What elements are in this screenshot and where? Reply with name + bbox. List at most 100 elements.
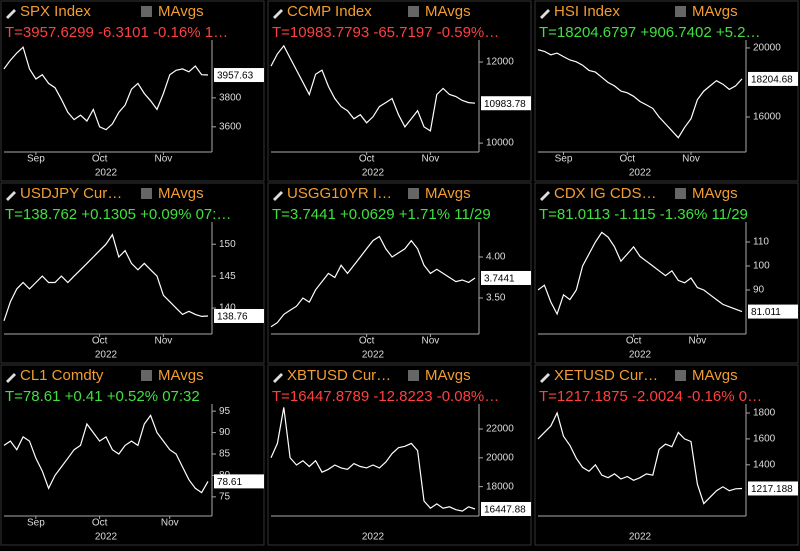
y-tick-label: 3.50 [486, 293, 506, 304]
y-tick-label: 75 [219, 491, 231, 502]
panel-border [534, 182, 799, 364]
panel-border [534, 364, 799, 546]
y-tick-label: 3800 [219, 93, 242, 104]
panel-border [534, 0, 799, 182]
x-tick-label: Nov [421, 154, 439, 165]
panel-border [267, 0, 532, 182]
panel: HSI Index MAvgs T=18204.6797 +906.7402 +5.… [534, 0, 799, 182]
stats: T=10983.7793 -65.7197 -0.59%… [272, 24, 499, 41]
stats: T=1217.1875 -2.0024 -0.16% 0… [539, 388, 762, 405]
last-value-box [481, 270, 531, 285]
chart-title: USGG10YR I… [287, 185, 392, 202]
y-tick-label: 1600 [753, 434, 776, 445]
chart-title: CCMP Index [287, 3, 372, 20]
x-tick-label: Sep [555, 154, 573, 165]
x-tick-label: Nov [688, 336, 706, 347]
price-line [270, 44, 476, 132]
legend-label: MAvgs [692, 3, 738, 20]
y-tick-label: 1400 [753, 459, 776, 470]
x-tick-label: Nov [161, 518, 179, 529]
y-tick-label: 12000 [486, 57, 514, 68]
legend-label: MAvgs [425, 367, 471, 384]
legend-label: MAvgs [425, 3, 471, 20]
pencil-icon [273, 9, 283, 19]
last-value-label: 78.61 [217, 477, 242, 488]
price-line [3, 46, 209, 131]
y-tick-label: 145 [219, 271, 236, 282]
y-tick-label: 20000 [753, 43, 781, 54]
legend-label: MAvgs [158, 367, 204, 384]
pencil-icon [540, 373, 550, 383]
panel: USDJPY Cur… MAvgs T=138.762 +0.1305 +0.09%… [0, 182, 265, 364]
x-tick-label: Oct [359, 336, 375, 347]
pencil-icon [540, 9, 550, 19]
panel-border [0, 364, 265, 546]
legend-swatch [141, 6, 152, 17]
x-axis-label: 2022 [362, 532, 385, 543]
x-axis-label: 2022 [362, 350, 385, 361]
pencil-icon [273, 191, 283, 201]
stats: T=138.762 +0.1305 +0.09% 07:… [5, 206, 231, 223]
last-value-label: 3957.63 [217, 71, 254, 82]
last-value-box [481, 96, 531, 111]
y-tick-label: 3600 [219, 121, 242, 132]
last-value-label: 138.76 [217, 312, 248, 323]
x-tick-label: Nov [682, 154, 700, 165]
x-axis-label: 2022 [95, 532, 118, 543]
panel: USGG10YR I… MAvgs T=3.7441 +0.0629 +1.71% … [267, 182, 532, 364]
chart-title: HSI Index [554, 3, 620, 20]
price-line [270, 235, 476, 328]
x-tick-label: Sep [27, 154, 45, 165]
y-tick-label: 16000 [753, 112, 781, 123]
last-value-label: 18204.68 [751, 75, 793, 86]
legend-swatch [408, 370, 419, 381]
chart-title: CDX IG CDS… [554, 185, 657, 202]
x-tick-label: Oct [92, 154, 108, 165]
chart-title: CL1 Comdty [20, 367, 104, 384]
panel-border [0, 182, 265, 364]
last-value-box [481, 501, 531, 516]
panel: CL1 Comdty MAvgs T=78.61 +0.41 +0.52% 07:3… [0, 364, 265, 546]
last-value-box [214, 308, 264, 323]
y-tick-label: 150 [219, 239, 236, 250]
panel: XETUSD Cur… MAvgs T=1217.1875 -2.0024 -0.1… [534, 364, 799, 546]
y-tick-label: 100 [753, 261, 770, 272]
last-value-label: 81.011 [751, 307, 781, 318]
x-axis-label: 2022 [629, 168, 652, 179]
stats: T=18204.6797 +906.7402 +5.2… [539, 24, 760, 41]
y-tick-label: 90 [753, 285, 765, 296]
x-axis-label: 2022 [629, 532, 652, 543]
x-axis-label: 2022 [362, 168, 385, 179]
x-tick-label: Nov [421, 336, 439, 347]
panel: CDX IG CDS… MAvgs T=81.0113 -1.115 -1.36% … [534, 182, 799, 364]
x-tick-label: Nov [154, 154, 172, 165]
pencil-icon [273, 373, 283, 383]
y-tick-label: 10000 [486, 138, 514, 149]
y-tick-label: 85 [219, 449, 231, 460]
last-value-box [748, 304, 798, 319]
x-tick-label: Sep [27, 518, 45, 529]
x-tick-label: Oct [92, 518, 108, 529]
y-tick-label: 110 [753, 237, 769, 248]
y-tick-label: 22000 [486, 424, 514, 435]
x-tick-label: Oct [626, 336, 642, 347]
x-tick-label: Oct [619, 154, 635, 165]
price-line [537, 49, 743, 139]
x-tick-label: Oct [92, 336, 108, 347]
price-line [270, 407, 476, 512]
x-tick-label: Nov [154, 336, 172, 347]
last-value-label: 1217.188 [751, 484, 793, 495]
legend-label: MAvgs [692, 367, 738, 384]
pencil-icon [6, 373, 16, 383]
x-axis-label: 2022 [95, 350, 118, 361]
y-tick-label: 1800 [753, 408, 776, 419]
panel: XBTUSD Cur… MAvgs T=16447.8789 -12.8223 -0… [267, 364, 532, 546]
pencil-icon [6, 9, 16, 19]
stats: T=78.61 +0.41 +0.52% 07:32 [5, 388, 200, 405]
last-value-label: 16447.88 [484, 505, 526, 516]
pencil-icon [6, 191, 16, 201]
price-line [3, 414, 209, 494]
last-value-label: 3.7441 [484, 274, 515, 285]
